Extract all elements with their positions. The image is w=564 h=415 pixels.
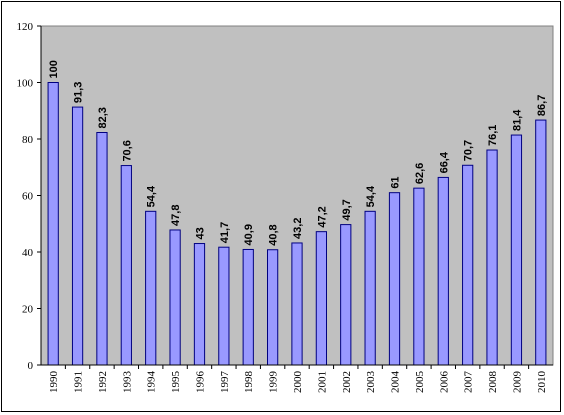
y-axis-ticks: 0 20 40 60 80 100 120: [17, 21, 41, 372]
x-tick-label-2008: 2008: [487, 371, 499, 394]
data-label-1992: 82,3: [97, 107, 109, 128]
y-tick-label-100: 100: [17, 78, 34, 90]
data-label-2002: 49,7: [341, 199, 353, 220]
y-tick-label-40: 40: [22, 247, 34, 259]
x-tick-label-2010: 2010: [536, 371, 548, 394]
data-labels: 100 91,3 82,3 70,6 54,4 47,8 43 41,7 40,9 40,8 43,…: [48, 60, 548, 246]
bar-2010: [535, 119, 547, 366]
bar-1992: [96, 132, 108, 366]
data-label-2006: 66,4: [438, 151, 450, 173]
y-tick-label-20: 20: [22, 304, 34, 316]
bar-1997: [218, 246, 230, 366]
x-tick-label-1991: 1991: [73, 371, 85, 393]
data-label-2010: 86,7: [536, 95, 548, 116]
x-tick-label-2009: 2009: [511, 371, 523, 394]
data-label-1999: 40,8: [268, 224, 280, 245]
x-axis-ticks: 1990 1991 1992 1993 1994 1995 1996 1997 1998 1999…: [48, 365, 548, 393]
x-tick-label-2007: 2007: [463, 371, 475, 394]
data-label-2000: 43,2: [292, 218, 304, 239]
data-label-2009: 81,4: [511, 109, 523, 131]
data-label-1998: 40,9: [243, 224, 255, 245]
bar-2005: [413, 187, 425, 366]
data-label-1994: 54,4: [146, 185, 158, 207]
data-label-2007: 70,7: [463, 140, 475, 161]
bar-1993: [120, 165, 132, 366]
bar-2009: [510, 134, 523, 366]
bar-1990: [47, 82, 59, 366]
x-tick-label-2000: 2000: [292, 371, 304, 394]
bar-1991: [71, 106, 84, 366]
y-tick-label-60: 60: [22, 191, 34, 203]
x-tick-label-2004: 2004: [390, 371, 402, 394]
bar-1995: [169, 229, 181, 366]
x-tick-label-1996: 1996: [194, 371, 206, 394]
x-tick-label-1997: 1997: [219, 371, 231, 394]
data-label-1997: 41,7: [219, 222, 231, 243]
data-label-1996: 43: [194, 227, 206, 239]
x-tick-label-1994: 1994: [146, 371, 158, 394]
x-tick-label-1992: 1992: [97, 371, 109, 393]
data-label-2001: 47,2: [316, 206, 328, 227]
y-tick-label-120: 120: [17, 21, 34, 33]
x-tick-label-2001: 2001: [316, 371, 328, 393]
data-label-2004: 61: [390, 176, 402, 188]
bar-1994: [145, 210, 157, 366]
bar-2000: [291, 242, 303, 366]
x-tick-label-2003: 2003: [365, 371, 377, 394]
bar-2007: [462, 164, 474, 366]
data-label-2005: 62,6: [414, 163, 426, 184]
x-tick-label-1998: 1998: [243, 371, 255, 394]
data-label-1993: 70,6: [121, 140, 133, 161]
y-tick-label-0: 0: [28, 360, 34, 372]
x-tick-label-1999: 1999: [268, 371, 280, 394]
bar-1996: [193, 243, 206, 366]
x-tick-label-1990: 1990: [48, 371, 60, 394]
bar-1999: [267, 249, 279, 366]
bar-2003: [364, 210, 376, 366]
bar-2004: [388, 192, 401, 366]
bar-2008: [486, 149, 498, 366]
data-label-1995: 47,8: [170, 205, 182, 226]
y-tick-label-80: 80: [22, 134, 34, 146]
bar-2006: [437, 176, 449, 366]
bar-2001: [315, 231, 328, 366]
x-tick-label-2006: 2006: [438, 371, 450, 394]
data-label-2003: 54,4: [365, 185, 377, 207]
x-tick-label-1995: 1995: [170, 371, 182, 394]
x-tick-label-2005: 2005: [414, 371, 426, 394]
data-label-1991: 91,3: [73, 82, 85, 103]
x-tick-label-1993: 1993: [121, 371, 133, 394]
x-tick-label-2002: 2002: [341, 371, 353, 393]
data-label-1990: 100: [48, 60, 60, 78]
bar-2002: [340, 224, 352, 366]
data-label-2008: 76,1: [487, 125, 499, 146]
bar-1998: [242, 248, 254, 366]
